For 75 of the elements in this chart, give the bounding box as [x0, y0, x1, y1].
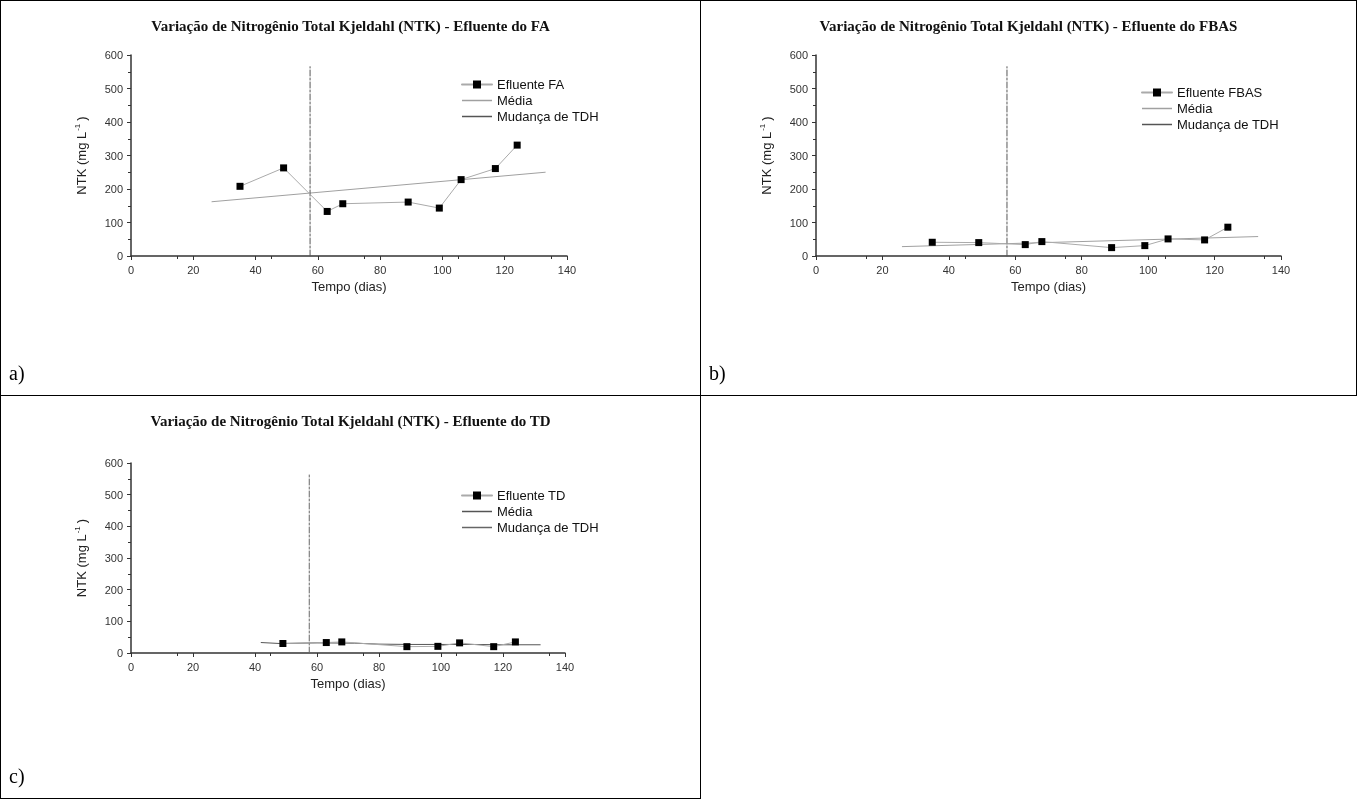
- x-tick-label: 140: [1271, 263, 1291, 276]
- point: [435, 204, 443, 212]
- legend-label: Mudança de TDH: [1177, 117, 1279, 132]
- legend-label: Média: [497, 504, 534, 519]
- legend-label: Efluente FBAS: [1177, 85, 1263, 100]
- y-tick-label: 400: [789, 116, 808, 128]
- y-tick-label: 500: [104, 488, 123, 501]
- y-tick-label: 400: [104, 116, 123, 128]
- x-axis-title: Tempo (dias): [1010, 279, 1087, 294]
- x-tick-label: 40: [249, 263, 262, 276]
- x-tick-label: 120: [1205, 263, 1224, 276]
- point: [457, 176, 465, 184]
- point: [339, 200, 347, 208]
- y-tick-label: 0: [801, 250, 808, 262]
- y-axis-title: NTK (mg L-1): [72, 116, 89, 195]
- x-tick-label: 40: [248, 660, 262, 673]
- x-tick-label: 20: [186, 660, 200, 673]
- y-tick-label: 200: [104, 583, 123, 596]
- text: a): [9, 362, 25, 385]
- y-tick-label: 0: [116, 647, 123, 659]
- x-tick-label: 80: [372, 660, 386, 673]
- y-axis-title: NTK (mg L-1): [72, 518, 89, 598]
- x-axis-title: Tempo (dias): [310, 676, 386, 691]
- legend-label: Efluente TD: [497, 488, 566, 503]
- x-tick-label: 100: [431, 660, 451, 673]
- text: c): [9, 765, 25, 788]
- legend-label: Mudança de TDH: [497, 109, 599, 124]
- chart-title: Variação de Nitrogênio Total Kjeldahl (NTK) - Efluente do TD: [150, 412, 551, 430]
- chart-title: Variação de Nitrogênio Total Kjeldahl (NTK) - Efluente do FBAS: [819, 17, 1238, 35]
- x-tick-label: 120: [495, 263, 514, 276]
- legend-label: Média: [497, 93, 534, 108]
- x-tick-label: 80: [374, 263, 387, 276]
- x-tick-label: 120: [493, 660, 513, 673]
- x-tick-label: 20: [876, 263, 889, 276]
- x-tick-label: 60: [311, 263, 324, 276]
- point: [323, 207, 331, 215]
- y-tick-label: 500: [104, 82, 123, 95]
- legend-label: Mudança de TDH: [497, 520, 599, 535]
- y-tick-label: 100: [789, 216, 808, 229]
- y-tick-label: 300: [104, 552, 123, 564]
- x-axis-title: Tempo (dias): [311, 279, 387, 294]
- legend-label: Média: [1177, 101, 1214, 116]
- y-tick-label: 600: [104, 49, 123, 61]
- x-tick-label: 40: [942, 263, 955, 276]
- y-tick-label: 100: [104, 216, 123, 229]
- x-tick-label: 100: [433, 263, 452, 276]
- point: [404, 198, 412, 206]
- point: [491, 165, 499, 173]
- y-tick-label: 300: [104, 149, 123, 162]
- y-tick-label: 400: [104, 520, 123, 533]
- point: [236, 182, 244, 190]
- x-tick-label: 100: [1138, 263, 1158, 276]
- x-tick-label: 0: [127, 660, 135, 673]
- x-tick-label: 60: [310, 660, 324, 673]
- y-tick-label: 500: [789, 82, 808, 95]
- legend-label: Efluente FA: [497, 77, 565, 92]
- y-tick-label: 100: [104, 615, 123, 628]
- x-tick-label: 140: [555, 660, 575, 673]
- y-tick-label: 0: [116, 250, 123, 262]
- y-tick-label: 200: [789, 183, 808, 195]
- x-tick-label: 0: [127, 263, 135, 276]
- y-axis-title: NTK (mg L-1): [757, 116, 774, 195]
- text: b): [709, 362, 726, 385]
- y-tick-label: 600: [789, 49, 808, 61]
- y-tick-label: 200: [104, 183, 123, 195]
- point: [513, 141, 521, 149]
- x-tick-label: 80: [1075, 263, 1088, 276]
- y-tick-label: 600: [104, 457, 123, 469]
- chart-title: Variação de Nitrogênio Total Kjeldahl (NTK) - Efluente do FA: [151, 17, 550, 35]
- point: [280, 164, 288, 172]
- x-tick-label: 20: [187, 263, 200, 276]
- x-tick-label: 60: [1009, 263, 1022, 276]
- x-tick-label: 140: [557, 263, 577, 276]
- x-tick-label: 0: [812, 263, 820, 276]
- y-tick-label: 300: [789, 149, 808, 162]
